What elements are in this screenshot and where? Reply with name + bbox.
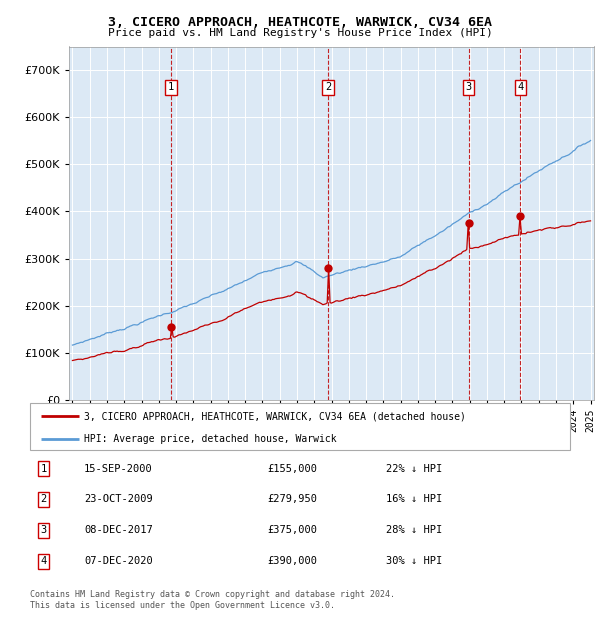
Text: 3, CICERO APPROACH, HEATHCOTE, WARWICK, CV34 6EA: 3, CICERO APPROACH, HEATHCOTE, WARWICK, …	[108, 16, 492, 29]
Text: 08-DEC-2017: 08-DEC-2017	[84, 525, 153, 535]
Text: £155,000: £155,000	[268, 464, 317, 474]
Text: 07-DEC-2020: 07-DEC-2020	[84, 556, 153, 566]
Text: HPI: Average price, detached house, Warwick: HPI: Average price, detached house, Warw…	[84, 434, 337, 445]
Text: 3: 3	[466, 82, 472, 92]
Text: 22% ↓ HPI: 22% ↓ HPI	[386, 464, 443, 474]
Text: 1: 1	[168, 82, 174, 92]
Text: 2: 2	[40, 495, 47, 505]
Text: 3: 3	[40, 525, 47, 535]
Text: £279,950: £279,950	[268, 495, 317, 505]
Text: 30% ↓ HPI: 30% ↓ HPI	[386, 556, 443, 566]
Text: 3, CICERO APPROACH, HEATHCOTE, WARWICK, CV34 6EA (detached house): 3, CICERO APPROACH, HEATHCOTE, WARWICK, …	[84, 411, 466, 421]
Text: This data is licensed under the Open Government Licence v3.0.: This data is licensed under the Open Gov…	[30, 601, 335, 611]
Text: 2: 2	[325, 82, 331, 92]
Text: 28% ↓ HPI: 28% ↓ HPI	[386, 525, 443, 535]
Text: 16% ↓ HPI: 16% ↓ HPI	[386, 495, 443, 505]
Text: 4: 4	[40, 556, 47, 566]
Text: 4: 4	[517, 82, 524, 92]
Text: £390,000: £390,000	[268, 556, 317, 566]
Text: 23-OCT-2009: 23-OCT-2009	[84, 495, 153, 505]
Text: Contains HM Land Registry data © Crown copyright and database right 2024.: Contains HM Land Registry data © Crown c…	[30, 590, 395, 600]
Text: £375,000: £375,000	[268, 525, 317, 535]
Text: 15-SEP-2000: 15-SEP-2000	[84, 464, 153, 474]
Text: Price paid vs. HM Land Registry's House Price Index (HPI): Price paid vs. HM Land Registry's House …	[107, 28, 493, 38]
Text: 1: 1	[40, 464, 47, 474]
